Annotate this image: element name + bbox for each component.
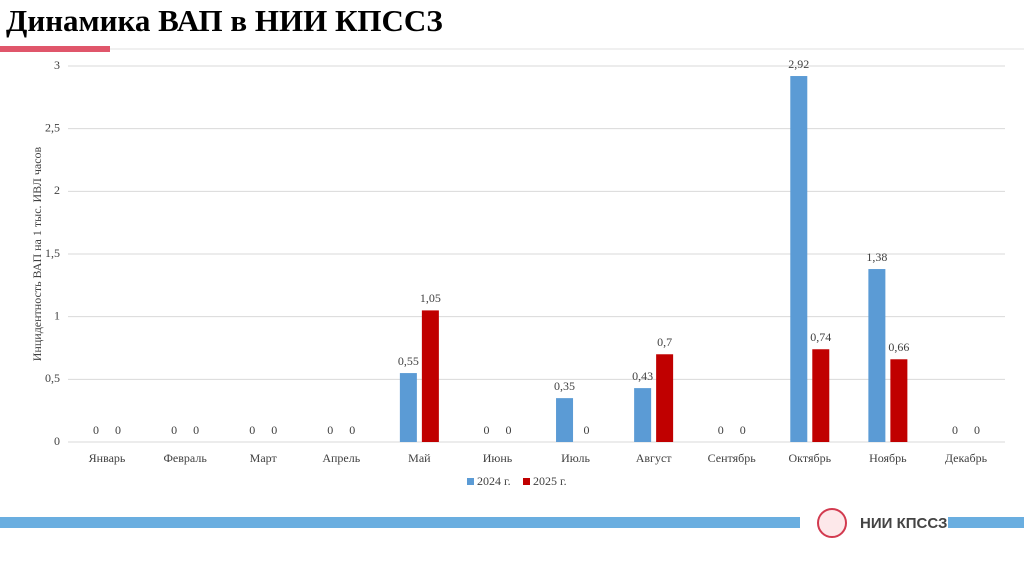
data-label: 0 [249, 423, 255, 437]
x-tick-label: Ноябрь [869, 451, 907, 465]
data-label: 0 [327, 423, 333, 437]
logo-text: НИИ КПССЗ [860, 515, 947, 532]
data-label: 0 [349, 423, 355, 437]
y-tick-label: 1 [54, 308, 60, 322]
data-label: 0 [193, 423, 199, 437]
logo-icon [817, 508, 847, 538]
y-tick-label: 2,5 [45, 120, 60, 134]
data-label: 0 [974, 423, 980, 437]
data-label: 0 [171, 423, 177, 437]
x-tick-label: Март [250, 451, 278, 465]
x-tick-label: Июнь [483, 451, 513, 465]
bar [868, 269, 886, 442]
data-label: 0 [483, 423, 489, 437]
y-tick-label: 2 [54, 183, 60, 197]
data-label: 0,7 [657, 335, 672, 349]
slide-title: Динамика ВАП в НИИ КПССЗ [6, 3, 443, 38]
data-label: 0 [271, 423, 277, 437]
data-label: 0,55 [398, 354, 419, 368]
data-label: 0 [718, 423, 724, 437]
x-tick-label: Сентябрь [708, 451, 757, 465]
data-label: 1,38 [866, 250, 887, 264]
x-tick-label: Январь [89, 451, 126, 465]
data-label: 0 [505, 423, 511, 437]
bar [890, 359, 908, 442]
x-tick-label: Апрель [322, 451, 360, 465]
bar [399, 373, 417, 442]
x-tick-label: Июль [561, 451, 590, 465]
bar [812, 349, 830, 442]
data-label: 1,05 [420, 291, 441, 305]
data-label: 0 [584, 423, 590, 437]
bar [634, 388, 652, 442]
footer-bar [948, 517, 1024, 528]
legend-swatch [523, 478, 530, 485]
bar [421, 310, 439, 442]
data-label: 0,43 [632, 369, 653, 383]
x-tick-label: Август [636, 451, 673, 465]
y-axis-label: Инцидентность ВАП на 1 тыс. ИВЛ часов [30, 146, 44, 361]
legend-label: 2024 г. [477, 474, 511, 488]
data-label: 0 [952, 423, 958, 437]
data-label: 0,35 [554, 379, 575, 393]
x-tick-label: Май [408, 451, 431, 465]
data-label: 0 [93, 423, 99, 437]
data-label: 0 [740, 423, 746, 437]
bar [556, 398, 574, 442]
legend-swatch [467, 478, 474, 485]
data-label: 0 [115, 423, 121, 437]
data-label: 0,74 [810, 330, 831, 344]
x-tick-label: Февраль [163, 451, 207, 465]
legend-label: 2025 г. [533, 474, 567, 488]
y-tick-label: 3 [54, 58, 60, 72]
bar [790, 76, 808, 442]
bar [656, 354, 674, 442]
y-tick-label: 0 [54, 434, 60, 448]
data-label: 0,66 [888, 340, 909, 354]
y-tick-label: 1,5 [45, 246, 60, 260]
data-label: 2,92 [788, 57, 809, 71]
title-accent [0, 46, 110, 52]
footer-bar [0, 517, 800, 528]
x-tick-label: Октябрь [789, 451, 832, 465]
y-tick-label: 0,5 [45, 371, 60, 385]
x-tick-label: Декабрь [945, 451, 988, 465]
